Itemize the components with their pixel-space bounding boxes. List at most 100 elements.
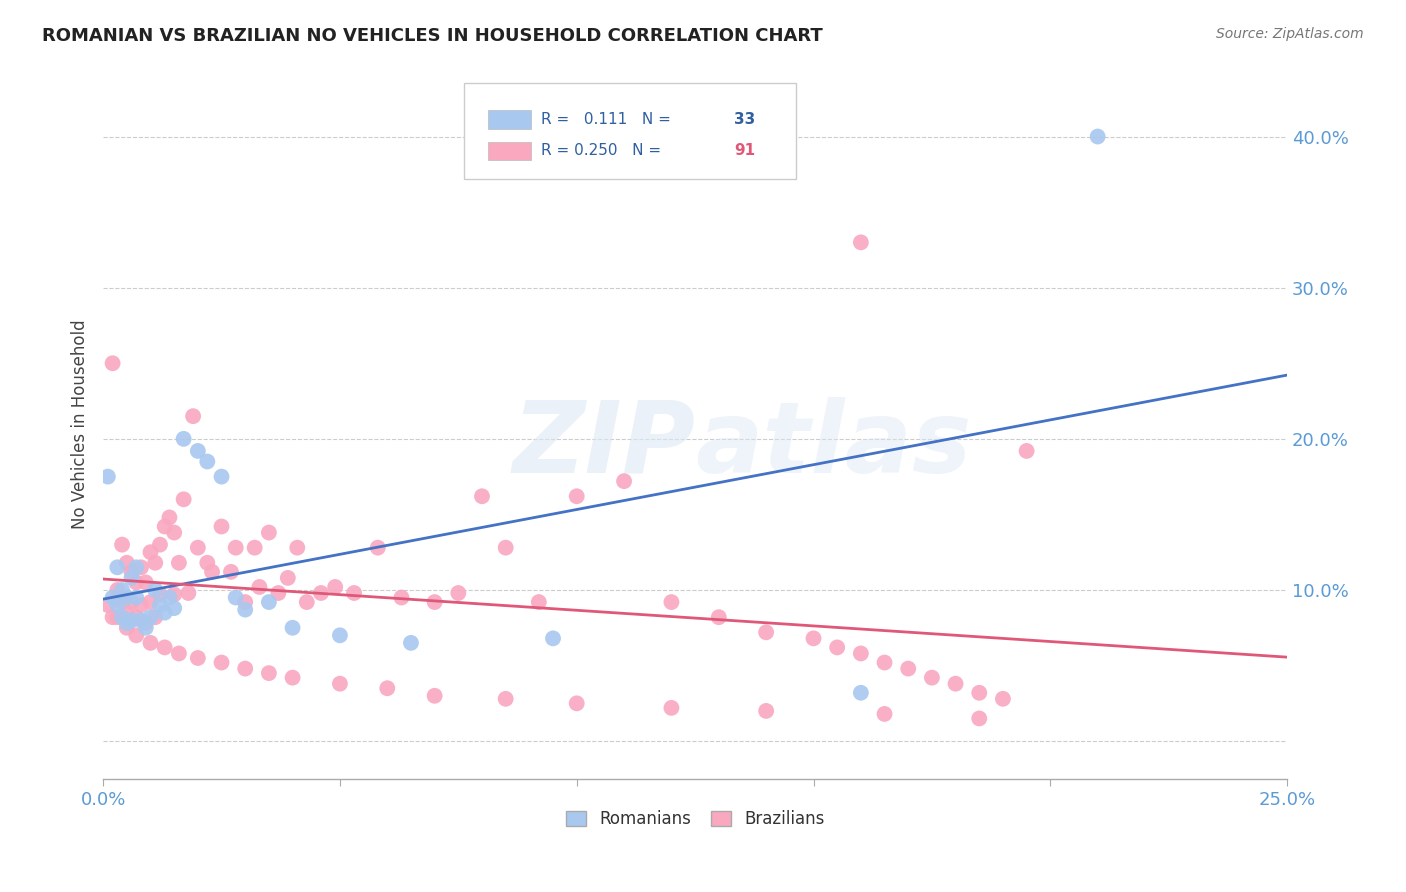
Point [423,595,446,609]
Point [115,621,138,635]
Point [257,595,280,609]
Point [143,610,166,624]
Point [115,556,138,570]
Point [125,628,148,642]
Point [967,711,990,725]
Legend: Romanians, Brazilians: Romanians, Brazilians [560,803,831,835]
Point [105,582,128,597]
Point [967,686,990,700]
Point [121,571,143,585]
Point [195,454,218,468]
Point [211,469,233,483]
Text: R = 0.250   N =: R = 0.250 N = [541,144,666,159]
Point [153,519,176,533]
Point [211,656,233,670]
Point [613,474,636,488]
Point [295,595,318,609]
Point [149,598,172,612]
Point [121,613,143,627]
Point [115,616,138,631]
Y-axis label: No Vehicles in Household: No Vehicles in Household [72,319,89,529]
Point [163,587,186,601]
Point [945,676,967,690]
Point [167,556,190,570]
Point [309,586,332,600]
Point [125,575,148,590]
Point [267,586,290,600]
Point [187,444,209,458]
Point [849,686,872,700]
Point [129,560,152,574]
Point [111,595,134,609]
Point [111,610,134,624]
Point [755,704,778,718]
Text: Source: ZipAtlas.com: Source: ZipAtlas.com [1216,27,1364,41]
Point [125,560,148,574]
Point [173,492,195,507]
Point [181,409,204,424]
Text: atlas: atlas [695,397,972,493]
Point [873,656,896,670]
Point [139,595,162,609]
Point [323,580,346,594]
Point [211,519,233,533]
Point [105,591,128,605]
Point [873,706,896,721]
Point [135,575,157,590]
Point [343,586,366,600]
Point [101,356,124,370]
Point [111,582,134,597]
Point [139,545,162,559]
Point [139,610,162,624]
Point [285,541,308,555]
Point [167,647,190,661]
Point [423,689,446,703]
Point [115,591,138,605]
Point [375,681,398,696]
FancyBboxPatch shape [464,83,796,178]
Point [125,610,148,624]
Point [129,613,152,627]
Point [233,662,256,676]
FancyBboxPatch shape [488,111,530,129]
Text: 91: 91 [734,144,755,159]
Text: ROMANIAN VS BRAZILIAN NO VEHICLES IN HOUSEHOLD CORRELATION CHART: ROMANIAN VS BRAZILIAN NO VEHICLES IN HOU… [42,27,823,45]
Point [101,591,124,605]
Point [803,632,825,646]
Point [149,587,172,601]
Point [173,432,195,446]
Point [471,489,494,503]
Point [661,701,683,715]
Point [1087,129,1109,144]
Point [897,662,920,676]
Point [139,636,162,650]
Point [329,628,352,642]
Point [565,489,588,503]
Point [195,556,218,570]
Point [129,598,152,612]
Point [1015,444,1038,458]
Point [281,621,304,635]
Point [233,602,256,616]
Point [399,636,422,650]
Point [159,510,181,524]
Point [97,469,120,483]
Point [921,671,943,685]
Point [225,541,247,555]
Point [135,616,157,631]
Point [135,621,157,635]
Point [143,582,166,597]
Point [105,560,128,574]
Point [153,606,176,620]
Point [755,625,778,640]
Point [163,601,186,615]
Text: 33: 33 [734,112,755,128]
Point [257,525,280,540]
Point [991,691,1014,706]
Point [187,651,209,665]
Point [233,595,256,609]
Point [495,691,517,706]
Point [707,610,730,624]
Point [115,606,138,620]
Point [159,591,181,605]
